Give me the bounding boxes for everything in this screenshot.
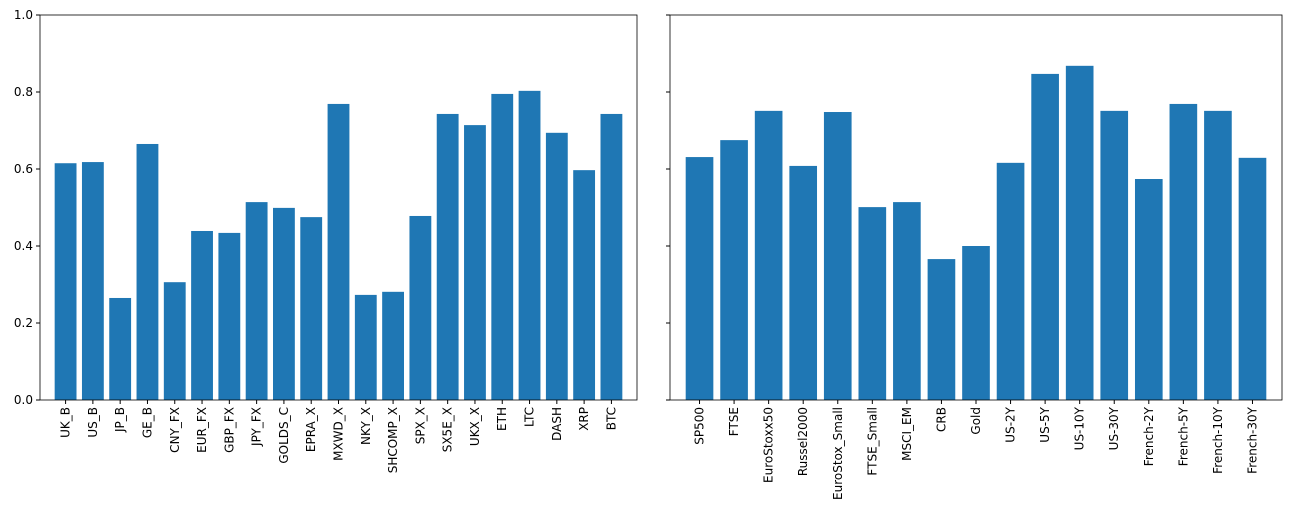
bar — [491, 93, 514, 401]
x-tick-label: MSCI_EM — [900, 407, 914, 461]
bar — [927, 259, 956, 400]
x-tick-label: French-10Y — [1211, 406, 1225, 473]
bar — [1169, 103, 1198, 400]
x-tick-label: DASH — [550, 407, 564, 441]
x-tick-label: FTSE_Small — [865, 407, 879, 476]
x-tick-label: SPX_X — [413, 407, 427, 444]
bar — [273, 207, 295, 400]
bar — [136, 143, 159, 400]
x-tick-label: SHCOMP_X — [386, 407, 400, 473]
bar — [1204, 110, 1232, 401]
bar — [1238, 157, 1267, 400]
x-tick-label: MXWD_X — [332, 407, 346, 461]
x-tick-label: GBP_FX — [222, 407, 236, 453]
bar — [962, 246, 990, 400]
bar — [163, 282, 186, 400]
bar — [685, 157, 714, 400]
x-tick-label: GOLDS_C — [277, 407, 291, 464]
x-tick-label: GE_B — [140, 407, 154, 438]
x-tick-label: JP_B — [113, 407, 127, 433]
bar — [573, 170, 596, 400]
bar — [754, 110, 783, 401]
bar — [720, 140, 748, 400]
bar — [996, 162, 1025, 400]
x-tick-label: EuroStox_Small — [831, 407, 845, 500]
bar — [354, 294, 377, 400]
x-tick-label: SP500 — [693, 407, 707, 445]
x-tick-label: JPY_FX — [250, 407, 264, 447]
x-tick-label: US-5Y — [1038, 406, 1052, 442]
bar — [109, 297, 132, 400]
bar — [382, 291, 404, 400]
x-tick-label: US-30Y — [1107, 406, 1121, 450]
bar — [436, 113, 459, 400]
x-tick-label: LTC — [523, 407, 537, 427]
x-tick-label: Russel2000 — [796, 407, 810, 476]
bar — [1134, 179, 1163, 400]
bar — [518, 90, 541, 400]
bar — [1065, 65, 1094, 400]
bar — [409, 215, 432, 400]
y-tick-label: 0.6 — [14, 162, 33, 176]
x-tick-label: EPRA_X — [304, 407, 318, 452]
bar — [600, 113, 623, 400]
x-tick-label: Gold — [969, 407, 983, 435]
x-tick-label: French-5Y — [1176, 406, 1190, 466]
x-tick-label: French-30Y — [1245, 406, 1259, 473]
x-tick-label: US-10Y — [1073, 406, 1087, 450]
x-tick-label: NKY_X — [359, 407, 373, 445]
bar — [858, 207, 887, 400]
bar — [191, 230, 213, 400]
bar — [300, 217, 323, 400]
x-tick-label: CNY_FX — [168, 407, 182, 453]
x-tick-label: BTC — [604, 407, 618, 430]
x-tick-label: FTSE — [727, 407, 741, 436]
y-tick-label: 0.8 — [14, 85, 33, 99]
x-tick-label: EuroStoxx50 — [762, 407, 776, 483]
bar — [1031, 73, 1059, 400]
x-tick-label: US_B — [86, 407, 100, 438]
x-tick-label: CRB — [934, 407, 948, 432]
x-tick-label: XRP — [577, 407, 591, 431]
x-tick-label: French-2Y — [1142, 406, 1156, 466]
y-tick-label: 1.0 — [14, 8, 33, 22]
x-tick-label: UK_B — [59, 407, 73, 438]
x-tick-label: UKX_X — [468, 407, 482, 446]
bar — [893, 202, 921, 400]
bar — [823, 112, 852, 401]
bar — [327, 103, 350, 400]
x-tick-label: EUR_FX — [195, 407, 209, 453]
bar — [545, 132, 568, 400]
x-tick-label: US-2Y — [1004, 406, 1018, 442]
y-tick-label: 0.0 — [14, 393, 33, 407]
bar — [54, 163, 77, 400]
bar — [245, 202, 268, 400]
axes-frame — [39, 14, 638, 401]
bar — [1100, 110, 1129, 401]
bar — [218, 232, 241, 400]
y-tick-label: 0.2 — [14, 316, 33, 330]
axes-frame — [669, 14, 1283, 401]
bar — [464, 125, 486, 401]
bar — [81, 162, 104, 400]
x-tick-label: ETH — [495, 407, 509, 431]
y-tick-label: 0.4 — [14, 239, 33, 253]
x-tick-label: SX5E_X — [441, 407, 455, 452]
bar — [789, 165, 818, 400]
